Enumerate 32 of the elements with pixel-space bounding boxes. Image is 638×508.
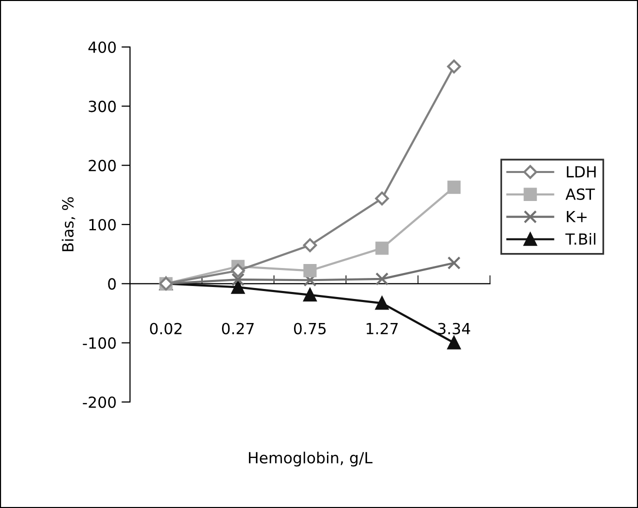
point — [447, 180, 461, 194]
legend-label: K+ — [566, 211, 587, 222]
x-tick-label: 3.34 — [438, 322, 470, 334]
y-axis-title: Bias, % — [62, 197, 76, 252]
point — [447, 336, 461, 350]
legend-label: AST — [566, 188, 595, 200]
y-tick-label: 400 — [88, 41, 116, 54]
point — [231, 264, 245, 278]
y-tick-label: 200 — [88, 160, 116, 172]
y-tick-label: 0 — [108, 278, 116, 290]
x-tick-label: 1.27 — [366, 322, 398, 334]
y-tick-label: 100 — [89, 218, 116, 231]
point — [231, 280, 245, 294]
point — [375, 272, 389, 286]
point — [447, 256, 461, 270]
x-axis-title: Hemoglobin, g/L — [248, 452, 372, 466]
legend-label: T.Bil — [565, 232, 596, 245]
point — [375, 242, 389, 255]
point — [447, 60, 461, 74]
point — [303, 264, 317, 278]
legend-label: LDH — [566, 166, 596, 178]
point — [231, 272, 245, 286]
x-tick-label: 0.02 — [150, 322, 182, 334]
point — [303, 238, 317, 252]
point — [375, 296, 389, 310]
y-tick-label: -200 — [82, 396, 116, 408]
point — [375, 192, 389, 206]
y-tick-label: 300 — [88, 100, 116, 112]
y-tick-label: -100 — [82, 337, 116, 349]
x-tick-label: 0.75 — [294, 322, 326, 334]
point — [303, 288, 317, 302]
x-tick-label: 0.27 — [222, 322, 254, 334]
